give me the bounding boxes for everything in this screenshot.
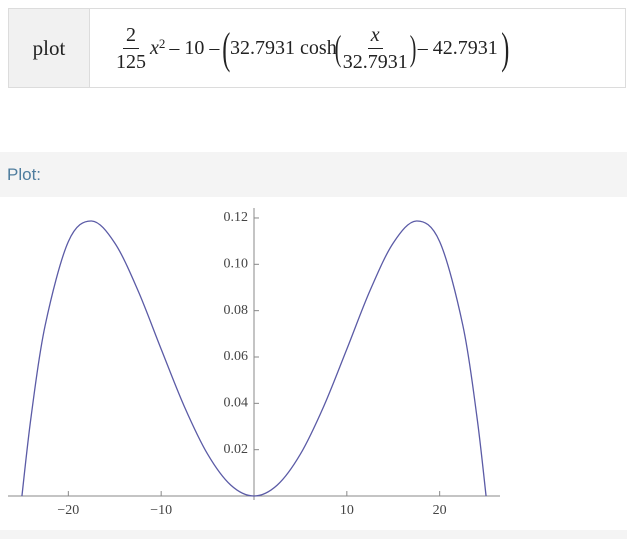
y-tick-label: 0.02 [224, 442, 249, 457]
section-header: Plot: [0, 152, 627, 197]
function: cosh [300, 36, 337, 59]
coefficient: 32.7931 [230, 36, 296, 59]
exponent: 2 [158, 36, 166, 51]
section-title: Plot: [7, 165, 42, 184]
denominator: 125 [116, 50, 146, 73]
x-tick-label: 20 [433, 503, 447, 518]
numerator: x [367, 24, 383, 49]
paren: ) [409, 28, 417, 68]
y-tick-label: 0.04 [224, 396, 249, 411]
paren: ( [222, 23, 231, 73]
y-tick-label: 0.12 [224, 210, 249, 225]
paren: ( [334, 28, 342, 68]
section-footer [0, 530, 627, 539]
variable: x [150, 36, 159, 59]
y-tick-label: 0.06 [224, 349, 249, 364]
x-tick-label: −10 [150, 503, 172, 518]
input-label: plot [9, 9, 90, 87]
operator: – 10 – [169, 36, 220, 59]
numerator: 2 [123, 24, 139, 49]
x-tick-label: 10 [340, 503, 354, 518]
x-tick-label: −20 [57, 503, 79, 518]
denominator: 32.7931 [342, 50, 408, 73]
curve [21, 220, 487, 497]
y-tick-label: 0.08 [224, 303, 249, 318]
paren: ) [501, 23, 510, 73]
y-tick-label: 0.10 [224, 257, 249, 272]
fraction: x 32.7931 [343, 24, 408, 73]
fraction: 2 125 [116, 24, 146, 73]
operator: – 42.7931 [417, 36, 498, 59]
